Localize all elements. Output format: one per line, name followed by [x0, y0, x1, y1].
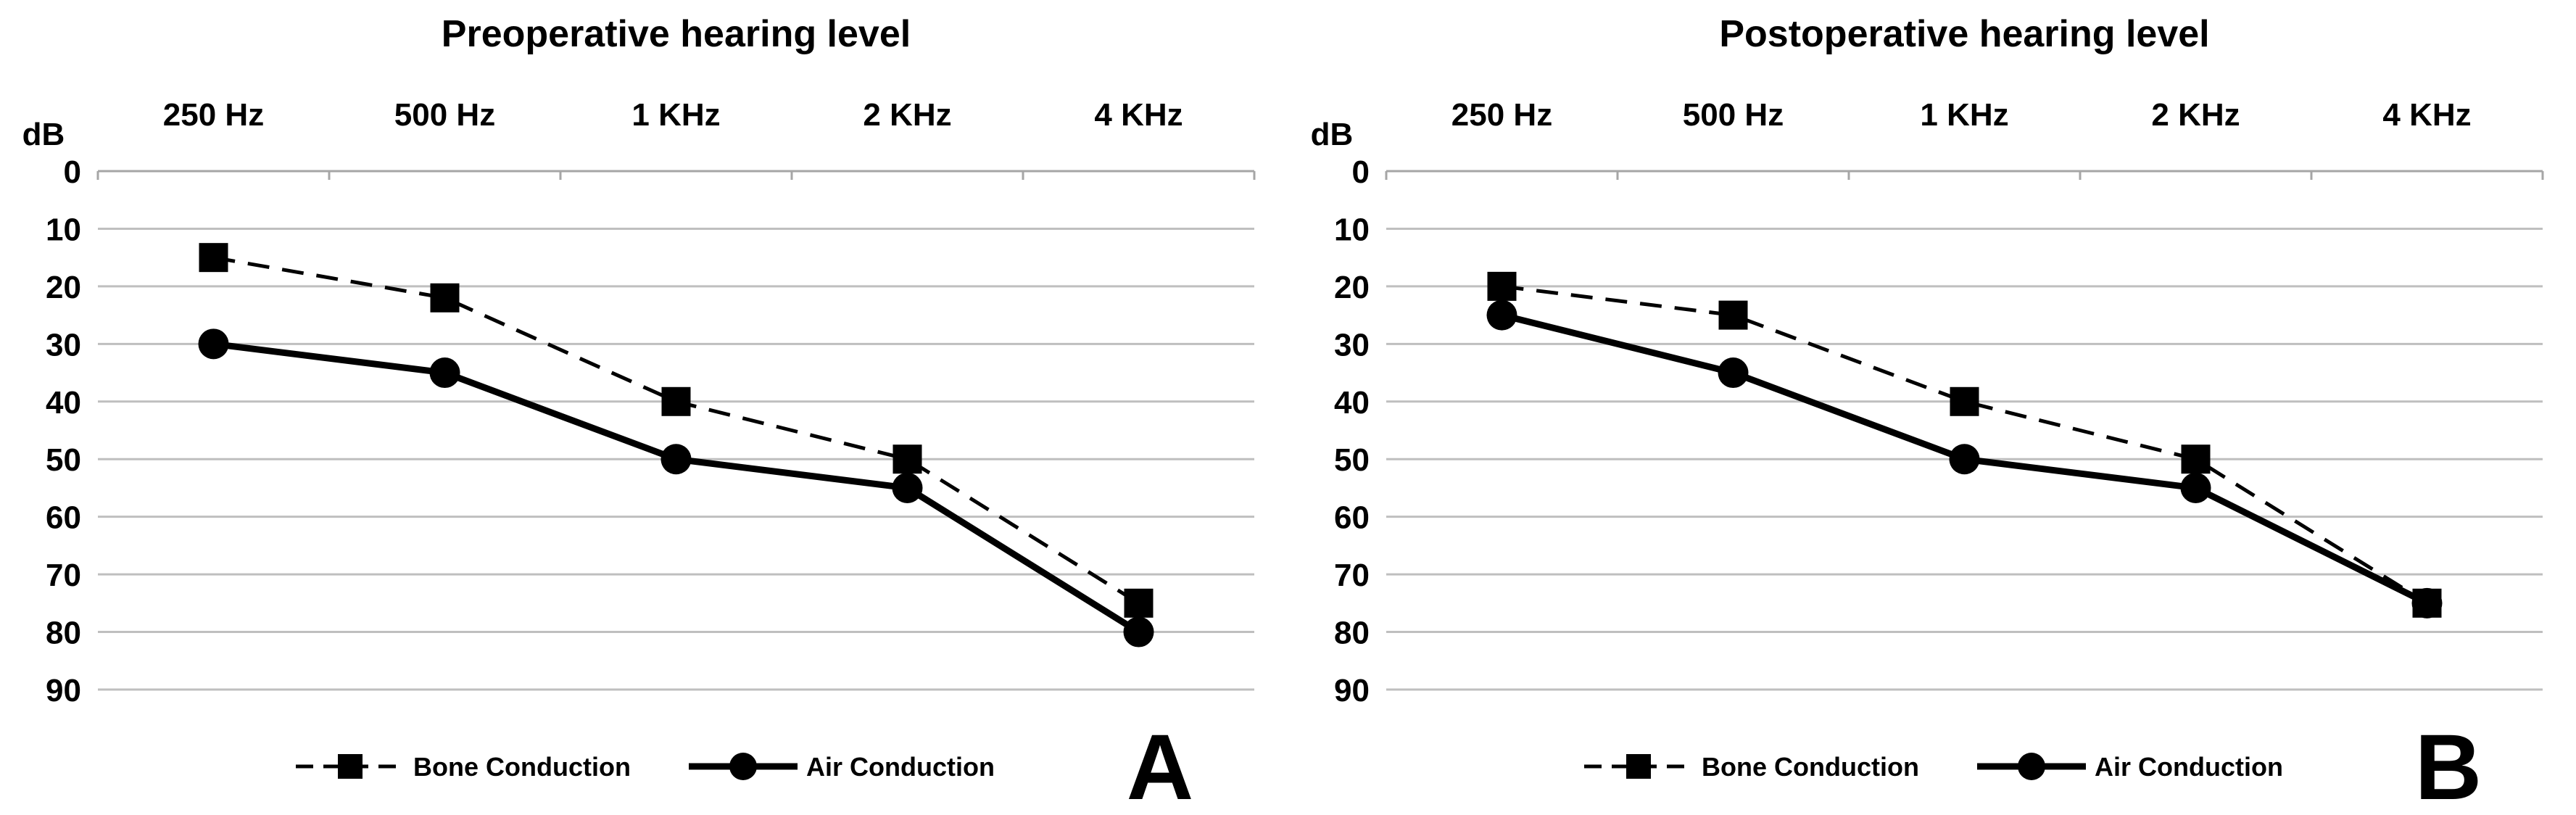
x-tick-label: 4 KHz	[1094, 97, 1183, 133]
y-tick-label: 10	[46, 212, 81, 247]
air-conduction-point	[2180, 472, 2211, 503]
chart-a-svg: Preoperative hearing level dB 250 Hz 500 Hz…	[22, 13, 1256, 815]
bone-conduction-point	[1124, 588, 1154, 618]
y-tick-label: 40	[1334, 385, 1370, 421]
x-tick-label: 500 Hz	[394, 97, 495, 133]
y-tick-label: 0	[1352, 154, 1370, 190]
x-tick-label: 4 KHz	[2382, 97, 2471, 133]
legend-label: Air Conduction	[2095, 752, 2283, 782]
x-tick-label: 250 Hz	[1451, 97, 1552, 133]
air-conduction-point	[2411, 587, 2443, 619]
y-tick-label: 60	[1334, 500, 1370, 536]
y-tick-label: 80	[46, 616, 81, 651]
legend-circle-marker	[729, 753, 757, 780]
y-tick-label: 90	[46, 673, 81, 708]
air-conduction-point	[1123, 616, 1154, 648]
bone-conduction-point	[199, 243, 228, 273]
legend-label: Bone Conduction	[1702, 752, 1919, 782]
x-tick-label: 500 Hz	[1683, 97, 1784, 133]
y-tick-label: 70	[46, 558, 81, 593]
y-tick-label: 70	[1334, 558, 1370, 593]
bone-conduction-point	[1487, 271, 1517, 301]
x-tick-label: 2 KHz	[2151, 97, 2240, 133]
air-conduction-point	[892, 472, 923, 503]
air-conduction-point	[660, 444, 692, 475]
air-conduction-point	[1718, 357, 1749, 389]
air-conduction-point	[198, 328, 229, 360]
chart-title: Postoperative hearing level	[1719, 13, 2209, 55]
legend-label: Air Conduction	[806, 752, 995, 782]
y-axis-unit-label: dB	[1311, 117, 1354, 152]
y-tick-label: 80	[1334, 616, 1370, 651]
y-tick-label: 30	[1334, 327, 1370, 363]
x-tick-label: 1 KHz	[631, 97, 720, 133]
y-tick-label: 40	[46, 385, 81, 421]
x-tick-label: 1 KHz	[1920, 97, 2008, 133]
x-tick-label: 250 Hz	[163, 97, 264, 133]
y-tick-label: 90	[1334, 673, 1370, 708]
bone-conduction-point	[1718, 300, 1748, 330]
y-tick-label: 60	[46, 500, 81, 536]
bone-conduction-point	[893, 444, 922, 474]
y-tick-label: 50	[46, 442, 81, 478]
bone-conduction-point	[430, 283, 460, 313]
x-tick-label: 2 KHz	[863, 97, 951, 133]
bone-conduction-point	[1950, 386, 1979, 416]
y-axis-unit-label: dB	[22, 117, 65, 152]
air-conduction-point	[1486, 299, 1517, 331]
legend-square-marker	[1626, 754, 1651, 779]
panel-label: B	[2415, 716, 2482, 815]
chart-panel-a: Preoperative hearing level dB 250 Hz 500 Hz…	[22, 13, 1256, 815]
bone-conduction-point	[661, 386, 691, 416]
y-tick-label: 0	[64, 154, 81, 190]
y-tick-label: 20	[1334, 270, 1370, 305]
bone-conduction-line	[213, 255, 1140, 605]
bone-conduction-line	[1502, 284, 2428, 605]
bone-conduction-point	[2181, 444, 2211, 474]
air-conduction-point	[1949, 444, 1980, 475]
legend-square-marker	[338, 754, 363, 779]
chart-panel-b: Postoperative hearing level dB 250 Hz 500 H…	[1288, 0, 2576, 815]
y-tick-label: 30	[46, 327, 81, 363]
panel-label: A	[1127, 716, 1193, 815]
legend-circle-marker	[2018, 753, 2045, 780]
y-tick-label: 50	[1334, 442, 1370, 478]
y-tick-label: 10	[1334, 212, 1370, 247]
y-tick-label: 20	[46, 270, 81, 305]
air-conduction-point	[429, 357, 460, 389]
chart-b-svg: Postoperative hearing level dB 250 Hz 500 H…	[1311, 13, 2544, 815]
chart-title: Preoperative hearing level	[442, 13, 911, 55]
legend-label: Bone Conduction	[413, 752, 631, 782]
